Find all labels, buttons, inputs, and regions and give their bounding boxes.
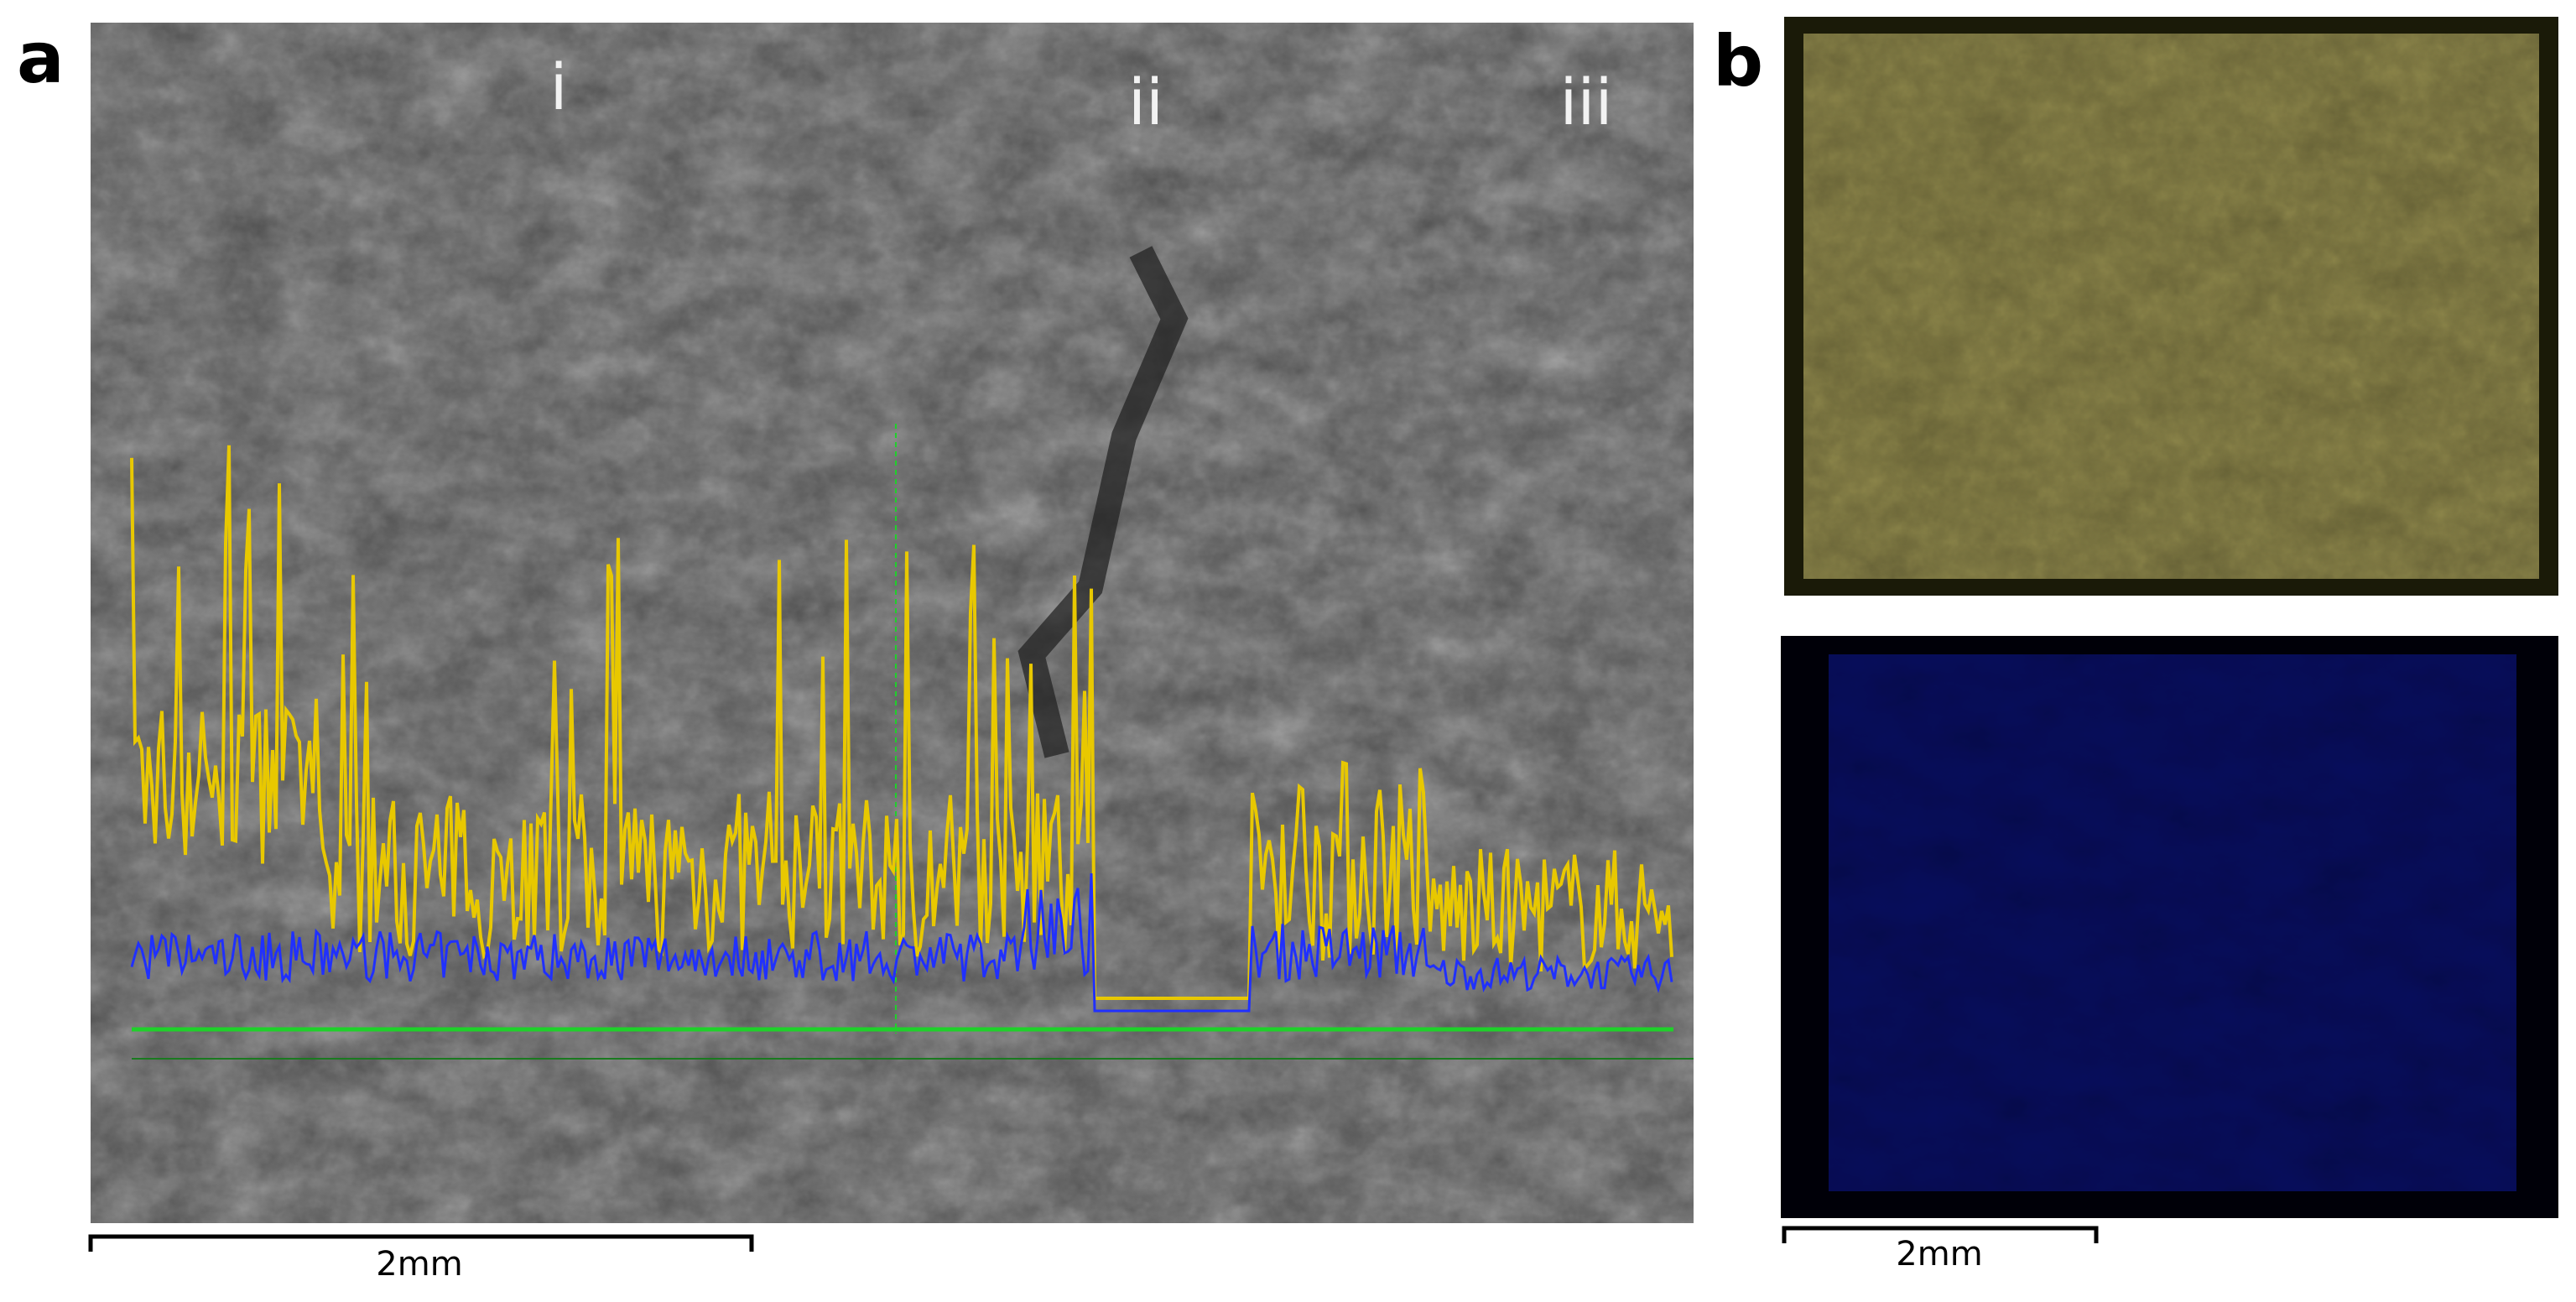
region-label: i (549, 49, 567, 124)
panel-b-bottom-image (1781, 636, 2558, 1218)
panel-label: b (1713, 20, 1763, 102)
panel-b-top-image (1784, 17, 2558, 596)
region-label: iii (1559, 65, 1612, 139)
profile-line (130, 872, 1673, 1013)
panel-label: a (17, 17, 65, 99)
profile-line (130, 445, 1673, 1000)
scale-bar-label: 2mm (1896, 1235, 1982, 1273)
region-label: ii (1128, 65, 1163, 139)
scale-bar (1782, 1226, 2099, 1243)
scale-bar (88, 1234, 754, 1252)
line-profile-overlay (130, 424, 1694, 1060)
panel-a-image (91, 23, 1694, 1223)
scale-bar-label: 2mm (376, 1245, 462, 1284)
